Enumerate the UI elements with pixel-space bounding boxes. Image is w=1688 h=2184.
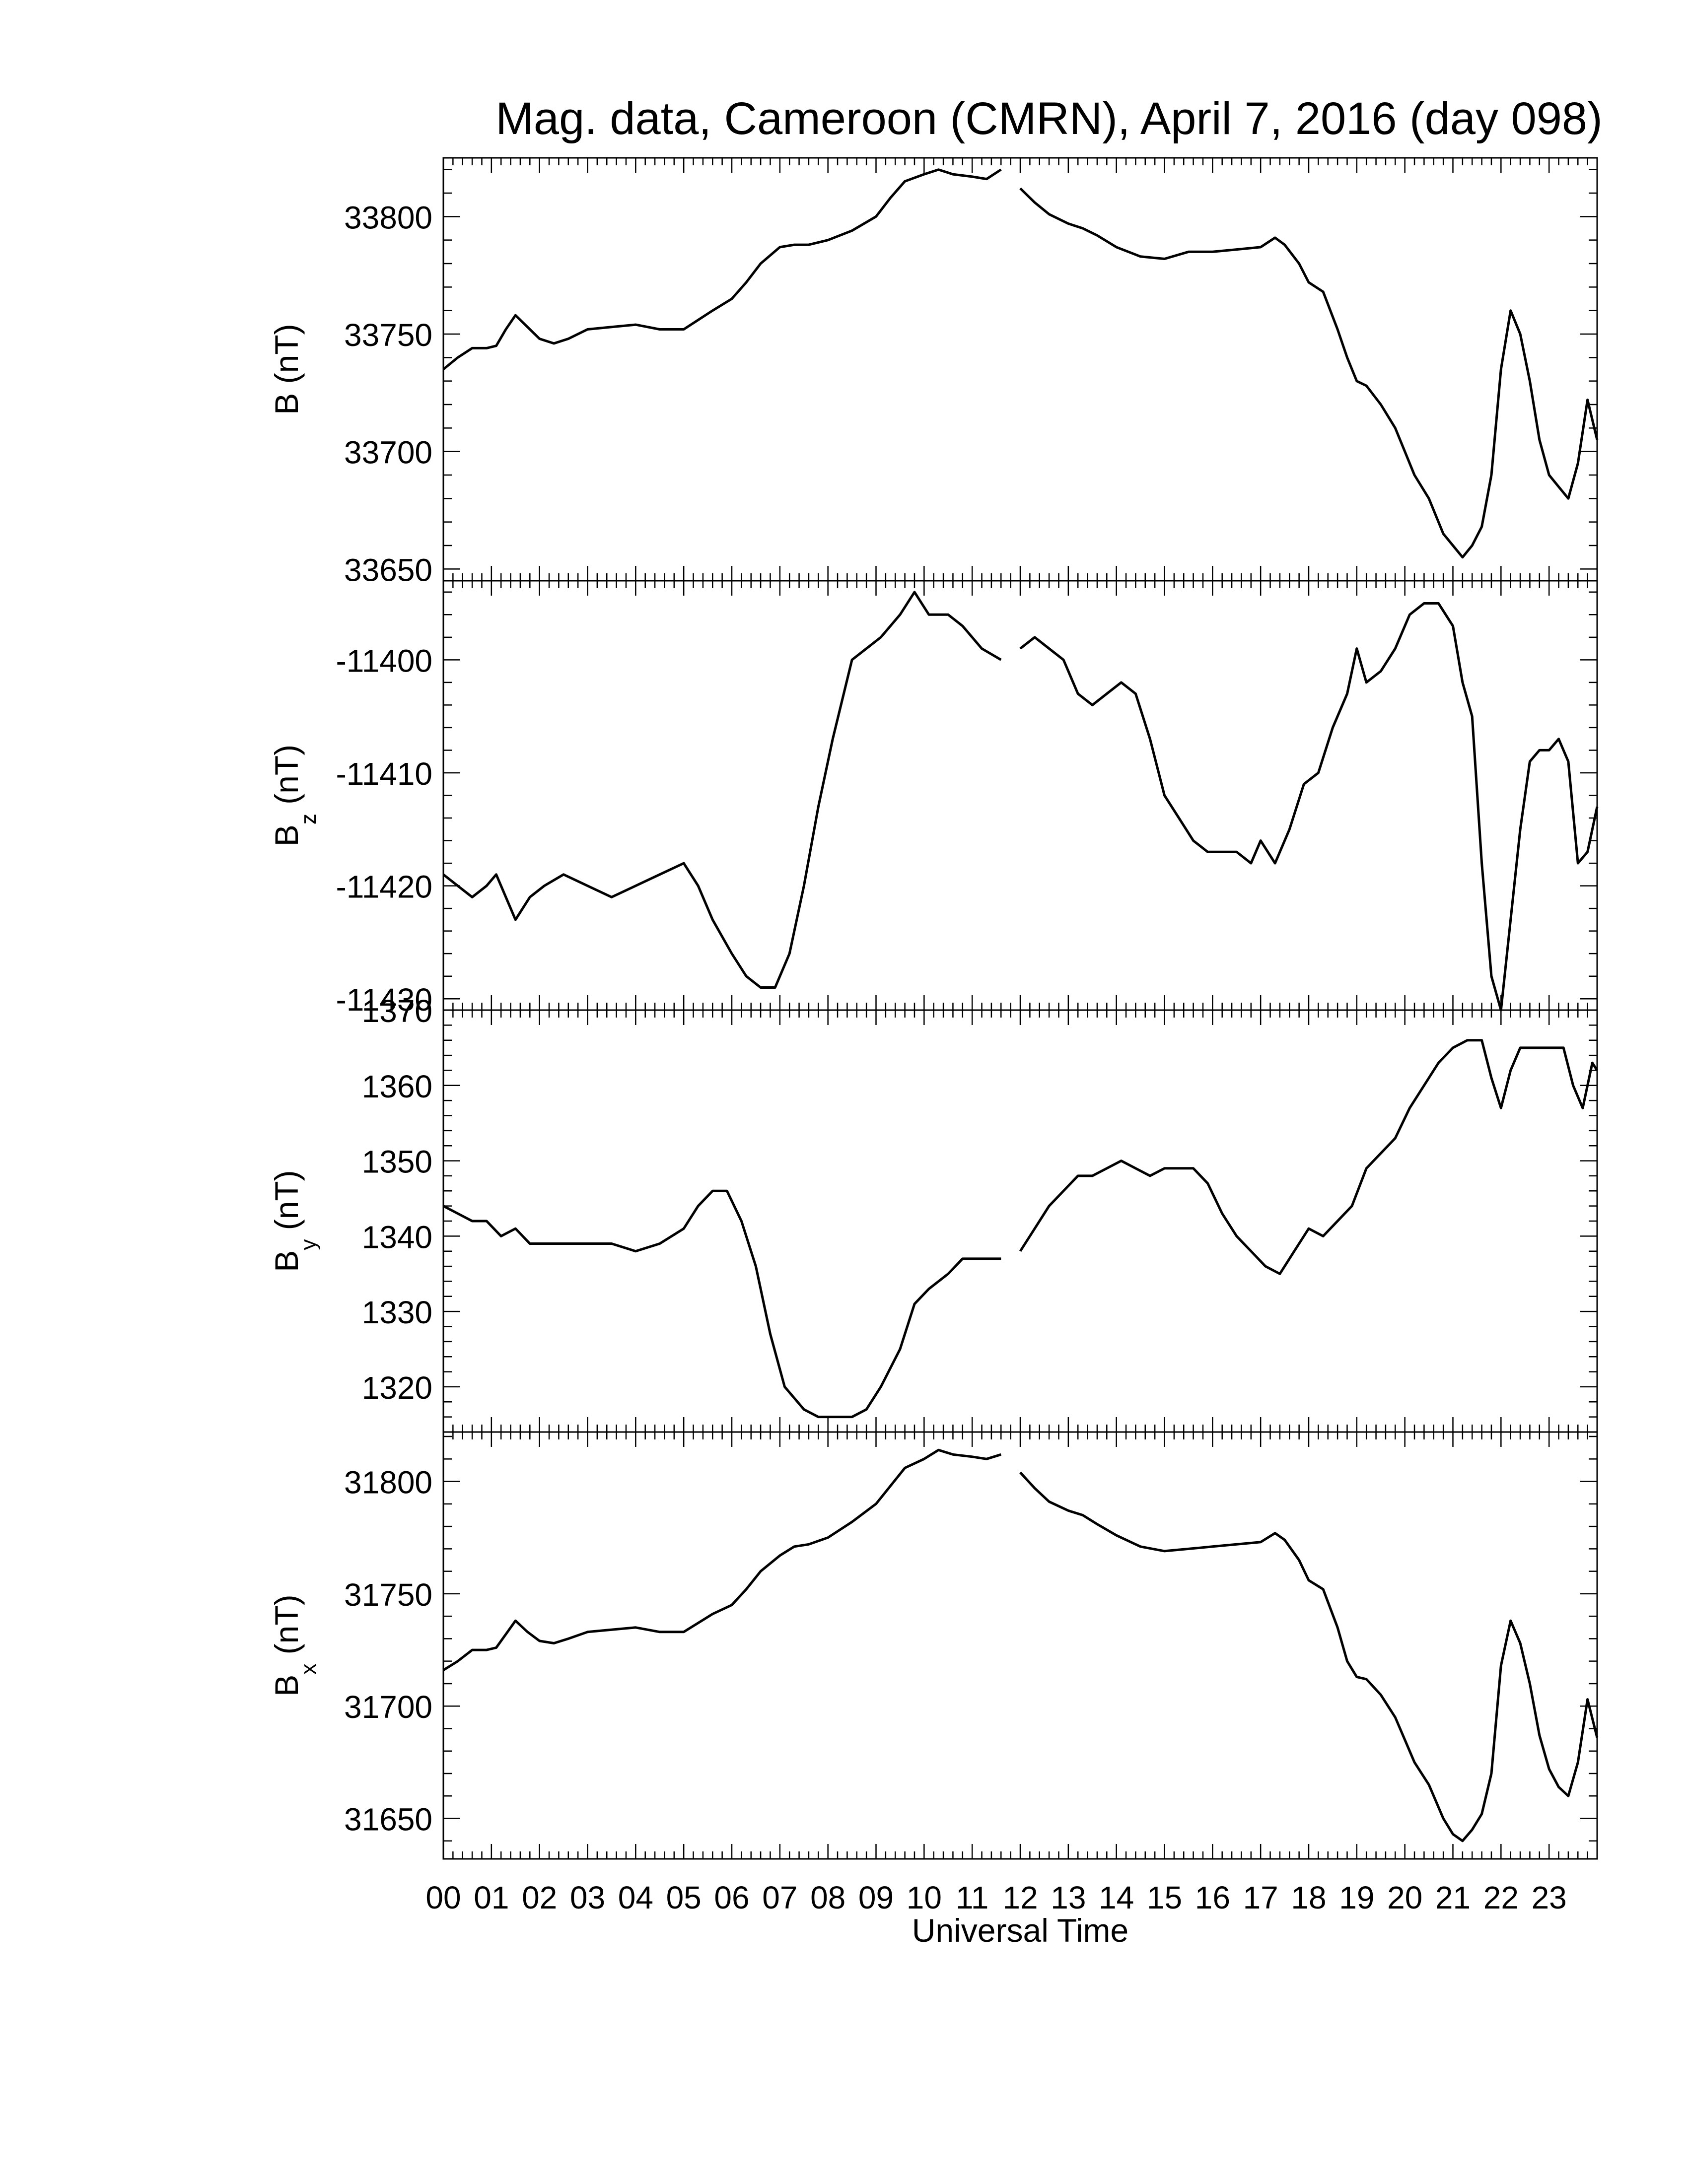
panel-2: -11430 -11420 -11410 -11400 Bz (nT) — [268, 580, 1599, 1018]
x-tick-label: 04 — [618, 1880, 653, 1915]
x-tick-label: 16 — [1195, 1880, 1230, 1915]
panel-1: 33650 33700 33750 33800 B (nT) — [268, 157, 1599, 588]
y-axis-label: By (nT) — [268, 1170, 321, 1272]
y-tick-label: -11420 — [336, 869, 432, 905]
x-tick-label: 22 — [1483, 1880, 1519, 1915]
y-axis-label-unit: (nT) — [268, 1170, 305, 1239]
x-tick-label: 23 — [1532, 1880, 1567, 1915]
y-axis-label-unit: (nT) — [268, 324, 305, 393]
x-tick-label: 21 — [1435, 1880, 1471, 1915]
series-line-panel-4-seg-2 — [1019, 1471, 1599, 1843]
y-tick-label: 31650 — [344, 1802, 432, 1838]
x-tick-label: 11 — [956, 1880, 988, 1915]
y-tick-label: -11430 — [336, 982, 432, 1018]
y-axis-label-unit: (nT) — [268, 1594, 305, 1663]
y-tick-label: 1340 — [362, 1219, 432, 1255]
y-tick-label: 31700 — [344, 1689, 432, 1725]
y-axis-label-main: B — [268, 393, 305, 415]
series-line-panel-3-seg-1 — [442, 1189, 1001, 1419]
x-tick-label: 14 — [1099, 1880, 1134, 1915]
x-tick-label: 03 — [570, 1880, 605, 1915]
panel-4: 31650 31700 31750 31800 Bx (nT) — [268, 1431, 1599, 1860]
y-tick-label: 31800 — [344, 1465, 432, 1501]
x-tick-label: 00 — [425, 1880, 461, 1915]
y-tick-label: 1330 — [362, 1295, 432, 1330]
y-tick-label: -11410 — [336, 756, 432, 792]
x-tick-label: 15 — [1147, 1880, 1182, 1915]
series-line-panel-4-seg-1 — [442, 1448, 1002, 1671]
y-axis-label: Bx (nT) — [268, 1594, 321, 1696]
panel-frame — [442, 1431, 1598, 1860]
x-tick-label: 08 — [810, 1880, 845, 1915]
x-tick-label: 07 — [762, 1880, 797, 1915]
panel-1-x-ticks — [442, 158, 1598, 581]
y-axis-label-sub: y — [296, 1239, 321, 1250]
x-tick-label: 05 — [666, 1880, 702, 1915]
y-axis-label-main: B — [268, 1675, 305, 1697]
y-axis-label: B (nT) — [268, 324, 305, 414]
x-axis: 00 01 02 03 04 05 06 07 08 09 10 11 12 13 14 15 16 17 18 19… — [425, 1880, 1566, 1915]
y-tick-label: 1370 — [362, 993, 432, 1029]
x-tick-label: 02 — [522, 1880, 557, 1915]
y-axis-label-unit: (nT) — [268, 745, 305, 814]
y-tick-label: 1350 — [362, 1144, 432, 1180]
x-tick-label: 13 — [1051, 1880, 1086, 1915]
series-line-panel-2-seg-2 — [1019, 602, 1599, 1012]
y-tick-label: 1360 — [362, 1069, 432, 1104]
y-tick-label: 31750 — [344, 1577, 432, 1613]
y-tick-label: 33800 — [344, 200, 432, 235]
series-line-panel-1-seg-1 — [442, 168, 1002, 370]
x-tick-label: 12 — [1002, 1880, 1038, 1915]
y-tick-label: 33750 — [344, 317, 432, 353]
y-tick-label: 33700 — [344, 435, 432, 471]
y-axis-label-sub: x — [296, 1664, 321, 1675]
y-tick-label: 1320 — [362, 1370, 432, 1406]
x-tick-label: 06 — [714, 1880, 749, 1915]
x-tick-label: 17 — [1243, 1880, 1278, 1915]
x-tick-label: 20 — [1387, 1880, 1422, 1915]
y-axis-label: Bz (nT) — [268, 745, 321, 846]
y-axis-label-main: B — [268, 824, 305, 846]
panel-3: 1320 1330 1340 1350 1360 1370 By (nT) — [268, 993, 1599, 1433]
panel-4-x-ticks — [442, 1432, 1598, 1859]
y-tick-label: 33650 — [344, 552, 432, 588]
panel-3-x-ticks — [442, 1009, 1598, 1433]
chart-title: Mag. data, Cameroon (CMRN), April 7, 201… — [495, 93, 1602, 144]
x-tick-label: 18 — [1291, 1880, 1326, 1915]
y-axis-label-main: B — [268, 1250, 305, 1272]
y-axis-label-sub: z — [296, 814, 321, 824]
x-tick-label: 19 — [1339, 1880, 1374, 1915]
x-axis-label: Universal Time — [912, 1912, 1128, 1949]
panel-2-x-ticks — [442, 581, 1598, 1010]
x-tick-label: 09 — [858, 1880, 894, 1915]
y-tick-label: -11400 — [336, 643, 432, 679]
x-tick-label: 10 — [907, 1880, 942, 1915]
series-line-panel-2-seg-1 — [442, 591, 1002, 989]
series-line-panel-3-seg-2 — [1019, 1039, 1599, 1275]
series-line-panel-1-seg-2 — [1019, 187, 1599, 559]
x-tick-label: 01 — [474, 1880, 509, 1915]
